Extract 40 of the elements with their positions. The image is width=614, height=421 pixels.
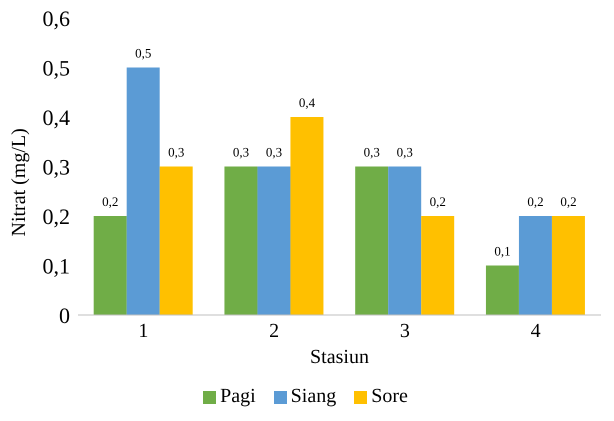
bar bbox=[518, 216, 552, 315]
y-tick-label: 0,5 bbox=[42, 55, 70, 80]
bar bbox=[290, 117, 324, 315]
x-tick-label: 2 bbox=[269, 320, 280, 342]
y-tick-label: 0,4 bbox=[42, 104, 70, 130]
data-label: 0,3 bbox=[232, 144, 250, 160]
data-label: 0,3 bbox=[364, 144, 380, 160]
data-label: 0,3 bbox=[266, 144, 282, 160]
data-label: 0,2 bbox=[430, 194, 446, 209]
y-axis-title: Nitrat (mg/L) bbox=[8, 128, 30, 236]
legend-label: Sore bbox=[371, 385, 408, 407]
x-tick-label: 4 bbox=[530, 320, 541, 342]
bar bbox=[160, 166, 193, 315]
bar bbox=[355, 166, 388, 315]
bar bbox=[94, 216, 127, 315]
y-tick-label: 0,3 bbox=[42, 154, 70, 180]
data-label: 0,1 bbox=[494, 244, 511, 258]
y-tick-label: 0,6 bbox=[42, 6, 70, 31]
data-label: 0,2 bbox=[102, 194, 118, 209]
data-label: 0,3 bbox=[396, 144, 413, 160]
bar bbox=[224, 166, 258, 315]
bar bbox=[552, 216, 585, 315]
bar bbox=[388, 166, 422, 315]
bar bbox=[126, 68, 160, 315]
data-label: 0,2 bbox=[560, 194, 577, 209]
y-tick-label: 0 bbox=[59, 302, 70, 328]
data-label: 0,5 bbox=[135, 46, 152, 60]
bar bbox=[257, 166, 290, 315]
y-tick-label: 0,2 bbox=[42, 204, 70, 229]
bar bbox=[486, 266, 519, 315]
y-tick-label: 0,1 bbox=[42, 253, 70, 278]
legend-label: Siang bbox=[290, 385, 336, 407]
data-label: 0,4 bbox=[298, 95, 316, 110]
bar bbox=[421, 216, 454, 315]
x-axis-title: Stasiun bbox=[310, 346, 369, 368]
x-tick-label: 3 bbox=[400, 320, 410, 342]
data-label: 0,3 bbox=[168, 144, 184, 160]
x-tick-label: 1 bbox=[138, 320, 148, 342]
data-label: 0,2 bbox=[527, 194, 544, 209]
legend-label: Pagi bbox=[220, 385, 256, 407]
